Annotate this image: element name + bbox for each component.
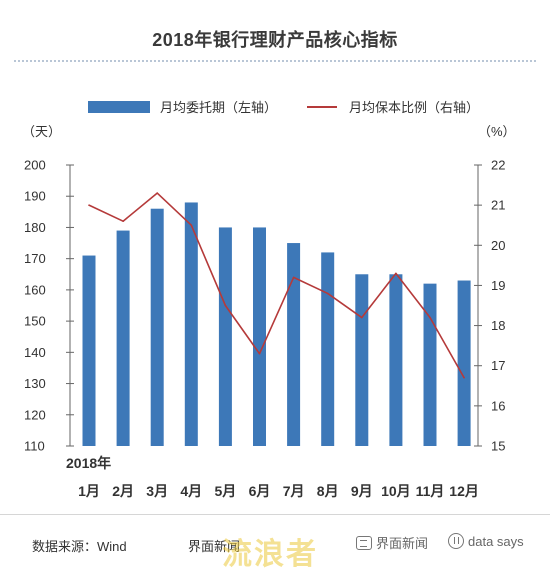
left-tick-label: 160 <box>24 282 46 297</box>
brand-datasays: data says <box>448 533 524 549</box>
line-point <box>156 192 158 194</box>
x-tick-label: 3月 <box>146 483 168 499</box>
footer-divider <box>0 514 550 515</box>
right-tick-label: 22 <box>491 158 505 173</box>
legend-line-label: 月均保本比例（右轴） <box>349 100 479 115</box>
left-tick-label: 170 <box>24 251 46 266</box>
right-tick-label: 18 <box>491 318 505 333</box>
title-divider <box>14 60 536 62</box>
x-tick-label: 5月 <box>215 483 237 499</box>
data-says-logo-icon <box>448 533 464 549</box>
x-tick-label: 12月 <box>449 483 479 499</box>
line-point <box>429 316 431 319</box>
left-tick-label: 150 <box>24 314 46 329</box>
left-tick-label: 140 <box>24 345 46 360</box>
x-tick-label: 9月 <box>351 483 373 499</box>
bar <box>389 274 403 446</box>
right-tick-label: 15 <box>491 439 505 454</box>
line-point <box>190 224 193 227</box>
x-tick-label: 11月 <box>416 483 445 499</box>
bar <box>457 280 471 446</box>
year-label: 2018年 <box>66 455 111 471</box>
x-tick-label: 10月 <box>381 483 411 499</box>
legend-bar-label: 月均委托期（左轴） <box>160 100 277 115</box>
chart-canvas: 月均委托期（左轴） 月均保本比例（右轴） （天） （%） 110 120 130 140 150… <box>22 100 516 499</box>
right-tick-label: 21 <box>491 198 505 213</box>
bar <box>184 202 198 446</box>
left-tick-label: 200 <box>24 158 46 173</box>
left-axis-unit: （天） <box>22 124 61 139</box>
bar <box>150 208 164 446</box>
brand-jiemian: 界面新闻 <box>356 533 428 552</box>
bar <box>287 243 301 446</box>
line-point <box>361 316 363 319</box>
line-point <box>292 276 295 279</box>
x-tick-label: 2月 <box>112 483 134 499</box>
left-tick-label: 190 <box>24 189 46 204</box>
legend-bar-swatch <box>88 101 150 113</box>
line-point <box>395 272 397 275</box>
chart-title: 2018年银行理财产品核心指标 <box>152 30 398 50</box>
line-point <box>122 220 124 222</box>
right-tick-label: 16 <box>491 398 505 413</box>
data-source: 数据来源：Wind <box>32 539 127 554</box>
outlet-name: 界面新闻 <box>188 539 241 554</box>
newspaper-icon <box>356 535 372 550</box>
line-point <box>258 352 261 355</box>
x-tick-label: 7月 <box>283 483 305 499</box>
line-point <box>224 304 227 307</box>
x-tick-label: 1月 <box>78 483 100 499</box>
brand-datasays-label: data says <box>468 533 524 549</box>
footer: 数据来源：Wind 界面新闻 流浪者 界面新闻 data says <box>0 515 550 577</box>
left-tick-label: 180 <box>24 220 46 235</box>
series-line <box>88 192 465 379</box>
line-point <box>88 204 90 206</box>
left-tick-label: 130 <box>24 376 46 391</box>
right-tick-label: 17 <box>491 358 505 373</box>
right-tick-label: 19 <box>491 278 505 293</box>
line-point <box>326 292 329 295</box>
brand-jiemian-label: 界面新闻 <box>376 536 429 551</box>
bar <box>423 283 437 446</box>
bar <box>218 227 232 446</box>
bar <box>116 230 130 446</box>
bar <box>253 227 266 446</box>
x-tick-label: 6月 <box>249 483 271 499</box>
x-tick-label: 8月 <box>317 483 339 499</box>
left-tick-label: 110 <box>24 439 45 454</box>
left-tick-label: 120 <box>24 407 46 422</box>
bar <box>355 274 369 446</box>
bar <box>321 252 335 446</box>
x-tick-label: 4月 <box>180 483 202 499</box>
right-axis-unit: （%） <box>478 124 516 139</box>
watermark: 流浪者 <box>222 538 318 571</box>
right-tick-label: 20 <box>491 238 505 253</box>
bar <box>82 255 96 446</box>
line-point <box>463 376 465 379</box>
